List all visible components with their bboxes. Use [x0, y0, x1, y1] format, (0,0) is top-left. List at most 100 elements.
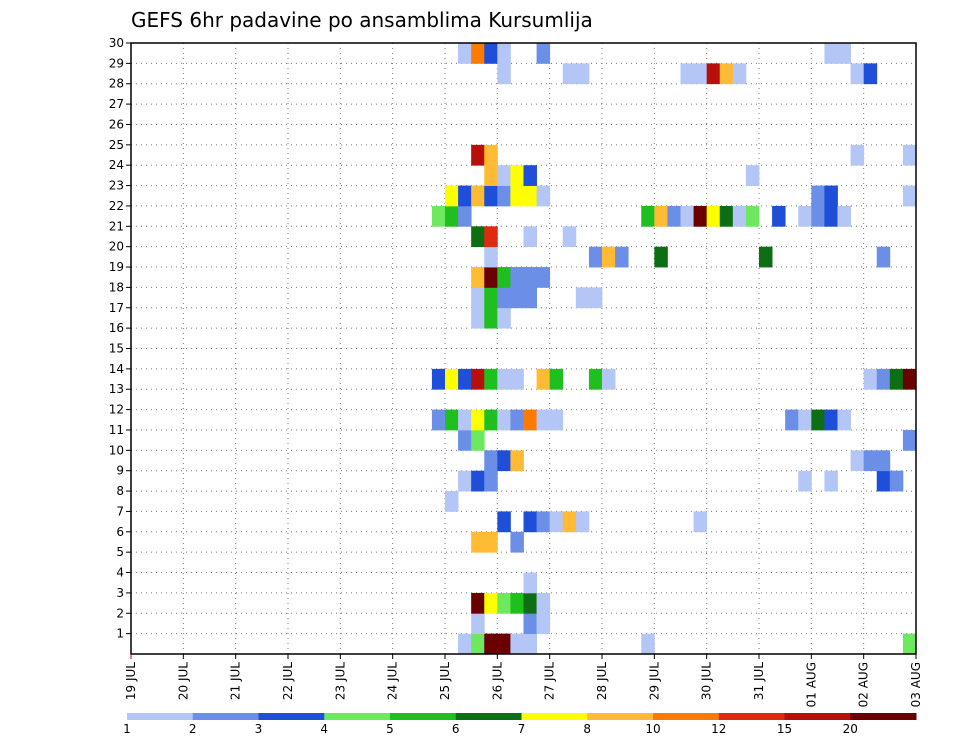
heatmap-cell — [431, 368, 446, 390]
heatmap-cell — [523, 287, 537, 309]
y-tick-label: 18 — [109, 280, 124, 294]
colorbar-swatch — [587, 713, 654, 720]
heatmap-cell — [484, 450, 498, 472]
x-tick-label: 22 JUL — [281, 662, 295, 700]
colorbar-label: 4 — [320, 722, 328, 736]
heatmap-cell — [693, 63, 708, 85]
y-tick-label: 21 — [109, 219, 124, 233]
heatmap-cell — [458, 633, 472, 655]
y-tick-label: 7 — [116, 504, 124, 518]
y-tick-label: 16 — [109, 321, 124, 335]
heatmap-cell — [458, 185, 472, 207]
heatmap-cell — [510, 165, 524, 186]
x-tick-label: 03 AUG — [909, 662, 923, 707]
heatmap-cell — [523, 185, 537, 207]
heatmap-cell — [484, 43, 498, 64]
heatmap-cell — [497, 511, 511, 533]
heatmap-cell — [484, 470, 498, 492]
heatmap-cell — [497, 368, 511, 390]
heatmap-cell — [523, 572, 537, 594]
colorbar-label: 12 — [711, 722, 726, 736]
heatmap-cell — [562, 511, 577, 533]
y-tick-label: 17 — [109, 301, 124, 315]
x-tick-label: 19 JUL — [124, 662, 138, 700]
y-tick-label: 8 — [116, 484, 124, 498]
y-tick-label: 12 — [109, 403, 124, 417]
heatmap-cell — [732, 63, 747, 85]
y-tick-label: 28 — [109, 77, 124, 91]
heatmap-cell — [484, 185, 498, 207]
heatmap-cell — [824, 205, 838, 227]
heatmap-cell — [837, 205, 851, 227]
y-tick-label: 20 — [109, 240, 124, 254]
heatmap-cell — [445, 368, 459, 390]
heatmap-cell — [798, 409, 812, 431]
heatmap-cell — [484, 307, 498, 329]
y-tick-label: 23 — [109, 179, 124, 193]
heatmap-cell — [471, 531, 485, 553]
heatmap-cells — [431, 43, 917, 655]
heatmap-cell — [431, 205, 446, 227]
y-tick-label: 30 — [109, 36, 124, 50]
heatmap-cell — [484, 531, 498, 553]
heatmap-cell — [497, 267, 511, 288]
heatmap-cell — [510, 531, 524, 553]
y-tick-label: 24 — [109, 158, 124, 172]
colorbar-label: 5 — [386, 722, 394, 736]
heatmap-cell — [693, 205, 708, 227]
heatmap-cell — [785, 409, 799, 431]
heatmap-cell — [536, 267, 551, 288]
heatmap-cell — [445, 491, 459, 512]
colorbar-label: 7 — [518, 722, 526, 736]
heatmap-cell — [510, 592, 524, 614]
colorbar-swatch — [324, 713, 391, 720]
x-tick-label: 20 JUL — [176, 662, 190, 700]
heatmap-cell — [902, 368, 917, 390]
colorbar-swatch — [258, 713, 325, 720]
heatmap-cell — [458, 205, 472, 227]
heatmap-cell — [889, 470, 904, 492]
x-tick-label: 28 JUL — [595, 662, 609, 700]
colorbar-swatch — [718, 713, 785, 720]
heatmap-cell — [863, 368, 878, 390]
heatmap-cell — [471, 613, 485, 635]
heatmap-cell — [471, 470, 485, 492]
heatmap-cell — [876, 470, 891, 492]
heatmap-cell — [510, 450, 524, 472]
x-tick-label: 27 JUL — [543, 662, 557, 700]
y-tick-label: 9 — [116, 464, 124, 478]
heatmap-cell — [850, 144, 865, 166]
heatmap-cell — [549, 409, 564, 431]
colorbar-label: 20 — [843, 722, 858, 736]
x-tick-label: 24 JUL — [386, 662, 400, 700]
heatmap-cell — [497, 63, 511, 85]
heatmap-cell — [484, 165, 498, 186]
heatmap-cell — [471, 267, 485, 288]
heatmap-cell — [510, 267, 524, 288]
heatmap-cell — [471, 307, 485, 329]
heatmap-cell — [615, 246, 629, 268]
heatmap-cell — [471, 43, 485, 64]
heatmap-cell — [536, 592, 551, 614]
heatmap-cell — [575, 63, 590, 85]
grid-lines — [131, 42, 916, 654]
heatmap-cell — [471, 368, 485, 390]
y-tick-label: 11 — [109, 423, 124, 437]
heatmap-cell — [484, 368, 498, 390]
y-tick-label: 10 — [109, 443, 124, 457]
heatmap-cell — [876, 368, 891, 390]
heatmap-cell — [458, 409, 472, 431]
heatmap-cell — [706, 63, 721, 85]
x-tick-label: 26 JUL — [490, 662, 504, 700]
heatmap-cell — [824, 185, 838, 207]
heatmap-cell — [902, 144, 917, 166]
heatmap-cell — [680, 205, 694, 227]
colorbar-legend: 1 2 3 4 5 6 7 8 10 12 15 20 — [123, 713, 917, 736]
x-tick-label: 02 AUG — [857, 662, 871, 707]
y-tick-label: 6 — [116, 525, 124, 539]
heatmap-cell — [497, 165, 511, 186]
colorbar-swatch — [784, 713, 851, 720]
colorbar-label: 2 — [189, 722, 197, 736]
colorbar-label: 8 — [583, 722, 591, 736]
x-tick-label: 30 JUL — [700, 662, 714, 700]
